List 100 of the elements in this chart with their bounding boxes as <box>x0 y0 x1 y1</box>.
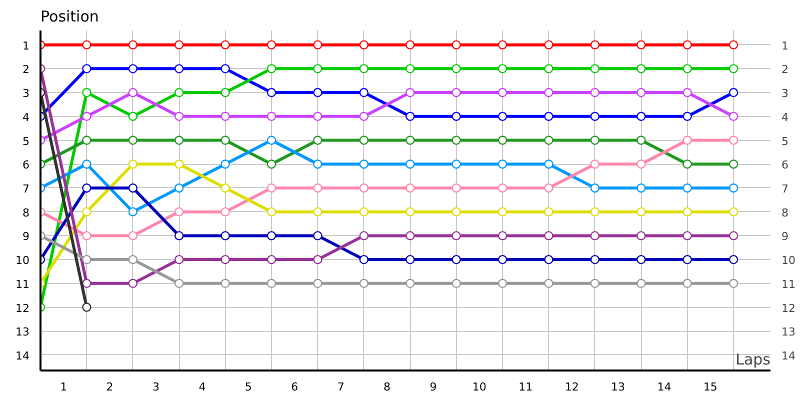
point <box>544 278 554 288</box>
point <box>636 88 646 98</box>
point <box>498 278 508 288</box>
point <box>128 207 138 216</box>
point <box>220 160 230 169</box>
point <box>406 64 415 74</box>
y2-tick-label: 9 <box>782 230 788 244</box>
point <box>220 64 230 74</box>
x-tick-label: 12 <box>564 380 579 394</box>
x-axis-title: Laps <box>736 350 771 368</box>
y2-tick-label: 2 <box>782 63 788 76</box>
y-tick-label: 4 <box>22 110 30 124</box>
point <box>359 88 369 98</box>
point <box>452 64 461 74</box>
y-tick-label: 3 <box>22 87 30 100</box>
point <box>220 88 230 98</box>
point <box>636 112 646 121</box>
point <box>128 64 138 74</box>
point <box>728 278 738 288</box>
x-tick-label: 7 <box>337 380 344 394</box>
y-tick-label: 5 <box>22 134 30 148</box>
point <box>174 136 184 145</box>
point <box>590 64 600 74</box>
y2-tick-label: 4 <box>782 110 788 124</box>
point <box>220 254 230 264</box>
point <box>313 160 322 169</box>
point <box>313 278 322 288</box>
point <box>266 112 276 121</box>
x-tick-label: 11 <box>518 380 533 394</box>
point <box>636 136 646 145</box>
point <box>174 207 184 216</box>
point <box>590 136 600 145</box>
point <box>359 112 369 121</box>
point <box>266 160 276 169</box>
point <box>498 64 508 74</box>
point <box>452 278 461 288</box>
point <box>728 254 738 264</box>
point <box>544 183 554 193</box>
point <box>82 40 92 50</box>
x-tick-label: 5 <box>244 380 252 394</box>
y2-tick-label: 1 <box>782 39 788 52</box>
point <box>406 278 415 288</box>
point <box>359 278 369 288</box>
x-tick-label: 13 <box>611 380 626 394</box>
point <box>82 64 92 74</box>
point <box>313 88 322 98</box>
point <box>728 112 738 121</box>
y2-tick-label: 10 <box>782 254 796 268</box>
point <box>682 64 692 74</box>
point <box>498 207 508 216</box>
point <box>406 254 415 264</box>
point <box>82 278 92 288</box>
point <box>636 160 646 169</box>
point <box>728 183 738 193</box>
point <box>682 112 692 121</box>
point <box>359 207 369 216</box>
point <box>728 64 738 74</box>
point <box>82 112 92 121</box>
point <box>128 136 138 145</box>
y2-tick-label: 3 <box>782 87 788 100</box>
point <box>544 88 554 98</box>
point <box>682 160 692 169</box>
y-tick-label: 10 <box>16 254 30 268</box>
point <box>590 183 600 193</box>
point <box>313 64 322 74</box>
point <box>406 207 415 216</box>
y-tick-label: 7 <box>22 182 30 196</box>
point <box>174 183 184 193</box>
y-tick-label: 1 <box>22 39 30 52</box>
point <box>544 64 554 74</box>
point <box>498 136 508 145</box>
point <box>728 136 738 145</box>
x-tick-label: 15 <box>703 380 718 394</box>
point <box>452 207 461 216</box>
point <box>359 136 369 145</box>
point <box>359 254 369 264</box>
y2-tick-label: 7 <box>782 182 788 196</box>
point <box>590 40 600 50</box>
point <box>682 88 692 98</box>
point <box>220 231 230 240</box>
y-tick-label: 9 <box>22 230 30 244</box>
point <box>682 40 692 50</box>
point <box>544 207 554 216</box>
point <box>590 207 600 216</box>
point <box>266 278 276 288</box>
point <box>406 231 415 240</box>
y-tick-label: 6 <box>22 158 30 172</box>
point <box>174 40 184 50</box>
x-tick-label: 1 <box>60 380 68 394</box>
point <box>174 278 184 288</box>
y-tick-label: 12 <box>16 302 30 315</box>
y-tick-label: 13 <box>16 326 30 339</box>
point <box>359 231 369 240</box>
point <box>406 88 415 98</box>
point <box>174 112 184 121</box>
x-tick-label: 10 <box>472 380 486 394</box>
point <box>636 254 646 264</box>
y2-tick-label: 12 <box>782 302 796 315</box>
point <box>406 183 415 193</box>
x-tick-label: 14 <box>657 380 672 394</box>
